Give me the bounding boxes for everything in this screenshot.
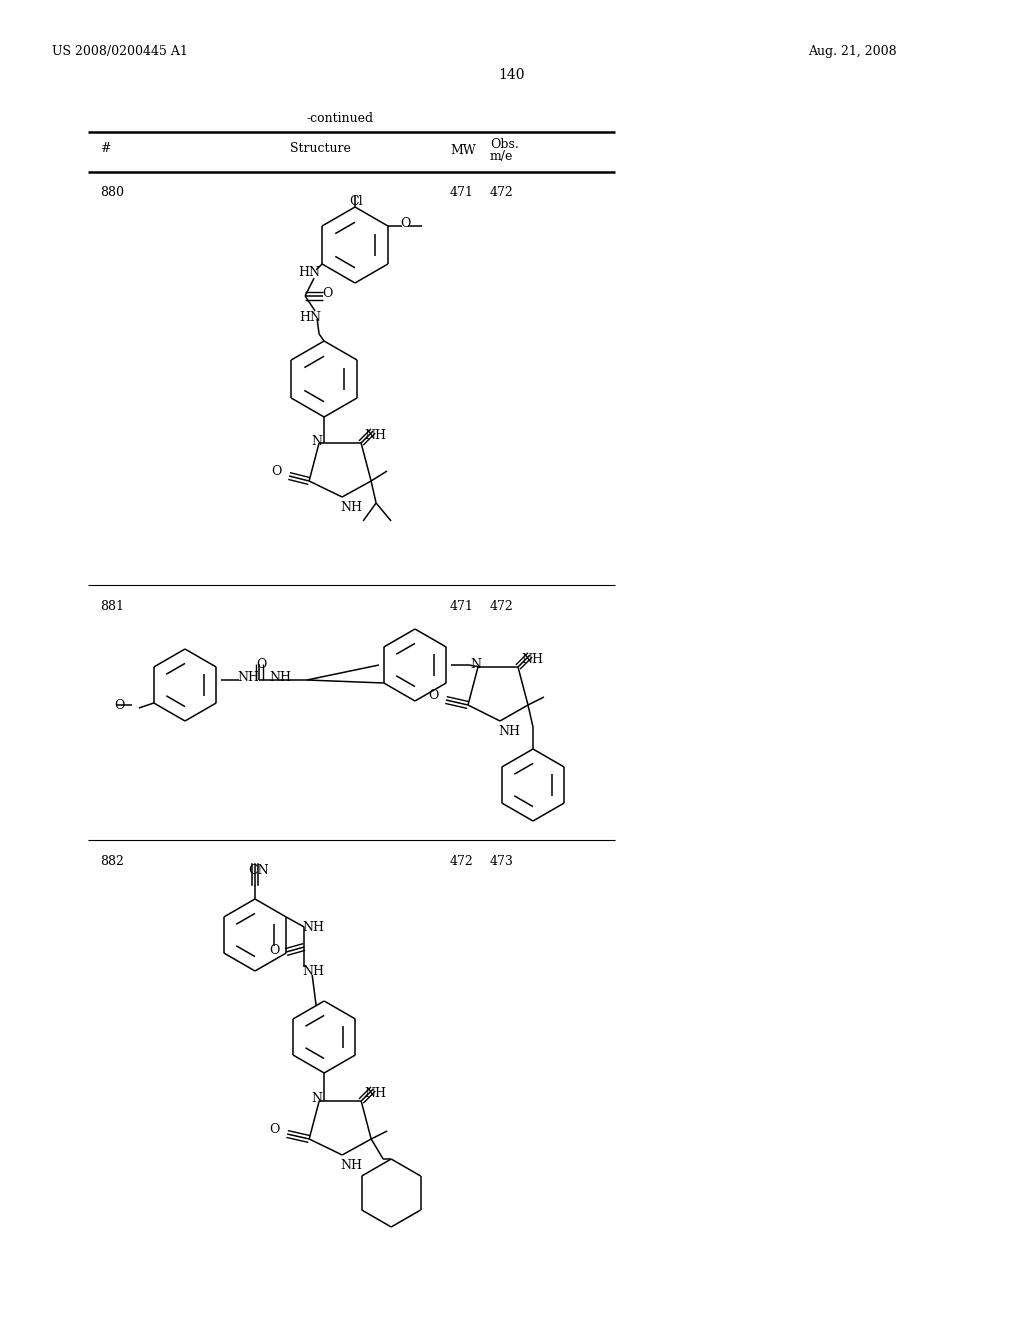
Text: #: #	[100, 143, 111, 154]
Text: NH: NH	[302, 965, 325, 978]
Text: 473: 473	[490, 855, 514, 869]
Text: 471: 471	[450, 601, 474, 612]
Text: 881: 881	[100, 601, 124, 612]
Text: Cl: Cl	[349, 195, 362, 209]
Text: Aug. 21, 2008: Aug. 21, 2008	[808, 45, 897, 58]
Text: NH: NH	[340, 502, 362, 513]
Text: O: O	[428, 689, 438, 702]
Text: 472: 472	[450, 855, 474, 869]
Text: N: N	[311, 1092, 323, 1105]
Text: O: O	[323, 286, 333, 300]
Text: -continued: -continued	[306, 112, 374, 125]
Text: N: N	[470, 657, 481, 671]
Text: HN: HN	[299, 312, 322, 323]
Text: 472: 472	[490, 186, 514, 199]
Text: O: O	[114, 700, 124, 711]
Text: N: N	[311, 436, 323, 447]
Text: O: O	[400, 216, 411, 230]
Text: 472: 472	[490, 601, 514, 612]
Text: NH: NH	[269, 671, 291, 684]
Text: O: O	[269, 1123, 280, 1137]
Text: m/e: m/e	[490, 150, 513, 162]
Text: NH: NH	[340, 1159, 362, 1172]
Text: NH: NH	[498, 725, 520, 738]
Text: NH: NH	[302, 921, 325, 935]
Text: 882: 882	[100, 855, 124, 869]
Text: O: O	[269, 944, 280, 957]
Text: O: O	[271, 465, 282, 478]
Text: O: O	[256, 657, 266, 671]
Text: HN: HN	[298, 267, 321, 279]
Text: 880: 880	[100, 186, 124, 199]
Text: 471: 471	[450, 186, 474, 199]
Text: 140: 140	[499, 69, 525, 82]
Text: NH: NH	[365, 429, 386, 442]
Text: Obs.: Obs.	[490, 139, 519, 150]
Text: NH: NH	[365, 1086, 386, 1100]
Text: Structure: Structure	[290, 143, 350, 154]
Text: US 2008/0200445 A1: US 2008/0200445 A1	[52, 45, 187, 58]
Text: NH: NH	[237, 671, 259, 684]
Text: MW: MW	[450, 144, 476, 157]
Text: NH: NH	[521, 653, 543, 667]
Text: CN: CN	[248, 865, 268, 876]
